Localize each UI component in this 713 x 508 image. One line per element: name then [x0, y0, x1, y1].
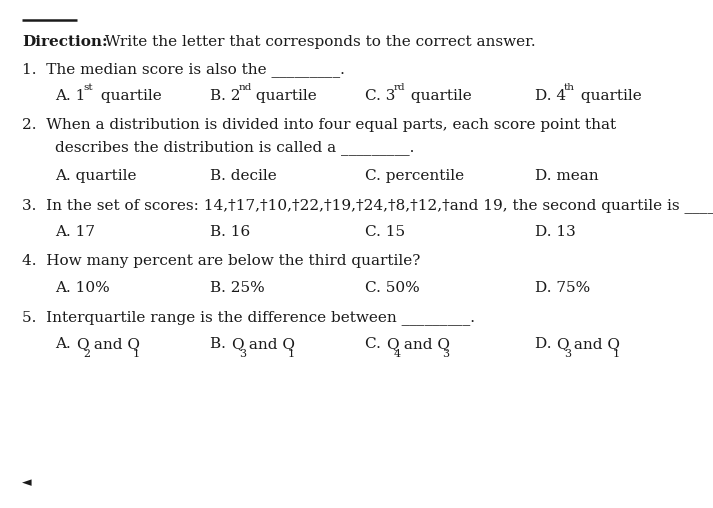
- Text: 1: 1: [612, 349, 620, 359]
- Text: A. 17: A. 17: [55, 225, 95, 239]
- Text: A.: A.: [55, 337, 76, 351]
- Text: B. 2: B. 2: [210, 89, 240, 103]
- Text: Write the letter that corresponds to the correct answer.: Write the letter that corresponds to the…: [100, 35, 535, 49]
- Text: 3: 3: [239, 349, 246, 359]
- Text: Q: Q: [76, 337, 89, 351]
- Text: 3.  In the set of scores: 14,†17,†10,†22,†19,†24,†8,†12,†and 19, the second quar: 3. In the set of scores: 14,†17,†10,†22,…: [22, 198, 713, 213]
- Text: A. 10%: A. 10%: [55, 281, 110, 295]
- Text: D. mean: D. mean: [535, 169, 599, 183]
- Text: quartile: quartile: [96, 89, 161, 103]
- Text: 3: 3: [442, 349, 449, 359]
- Text: nd: nd: [239, 83, 252, 92]
- Text: and Q: and Q: [399, 337, 450, 351]
- Text: B. decile: B. decile: [210, 169, 277, 183]
- Text: quartile: quartile: [406, 89, 471, 103]
- Text: C. 50%: C. 50%: [365, 281, 420, 295]
- Text: Q: Q: [232, 337, 245, 351]
- Text: D.: D.: [535, 337, 556, 351]
- Text: rd: rd: [394, 83, 406, 92]
- Text: C. percentile: C. percentile: [365, 169, 464, 183]
- Text: B. 16: B. 16: [210, 225, 250, 239]
- Text: B. 25%: B. 25%: [210, 281, 265, 295]
- Text: st: st: [84, 83, 93, 92]
- Text: and Q: and Q: [244, 337, 295, 351]
- Text: describes the distribution is called a _________.: describes the distribution is called a _…: [55, 140, 414, 155]
- Text: 1: 1: [287, 349, 294, 359]
- Text: quartile: quartile: [575, 89, 641, 103]
- Text: 2.  When a distribution is divided into four equal parts, each score point that: 2. When a distribution is divided into f…: [22, 118, 616, 132]
- Text: A. quartile: A. quartile: [55, 169, 136, 183]
- Text: th: th: [564, 83, 575, 92]
- Text: D. 4: D. 4: [535, 89, 566, 103]
- Text: 1: 1: [132, 349, 139, 359]
- Text: 3: 3: [564, 349, 571, 359]
- Text: C. 3: C. 3: [365, 89, 396, 103]
- Text: and Q: and Q: [569, 337, 620, 351]
- Text: ◄: ◄: [22, 476, 31, 489]
- Text: 2: 2: [84, 349, 91, 359]
- Text: Direction:: Direction:: [22, 35, 108, 49]
- Text: C.: C.: [365, 337, 386, 351]
- Text: and Q: and Q: [89, 337, 140, 351]
- Text: quartile: quartile: [250, 89, 317, 103]
- Text: 4: 4: [394, 349, 401, 359]
- Text: D. 75%: D. 75%: [535, 281, 590, 295]
- Text: C. 15: C. 15: [365, 225, 405, 239]
- Text: 4.  How many percent are below the third quartile?: 4. How many percent are below the third …: [22, 254, 421, 268]
- Text: Q: Q: [386, 337, 399, 351]
- Text: D. 13: D. 13: [535, 225, 576, 239]
- Text: 5.  Interquartile range is the difference between _________.: 5. Interquartile range is the difference…: [22, 310, 475, 325]
- Text: Q: Q: [557, 337, 569, 351]
- Text: A. 1: A. 1: [55, 89, 86, 103]
- Text: B.: B.: [210, 337, 231, 351]
- Text: 1.  The median score is also the _________.: 1. The median score is also the ________…: [22, 62, 345, 77]
